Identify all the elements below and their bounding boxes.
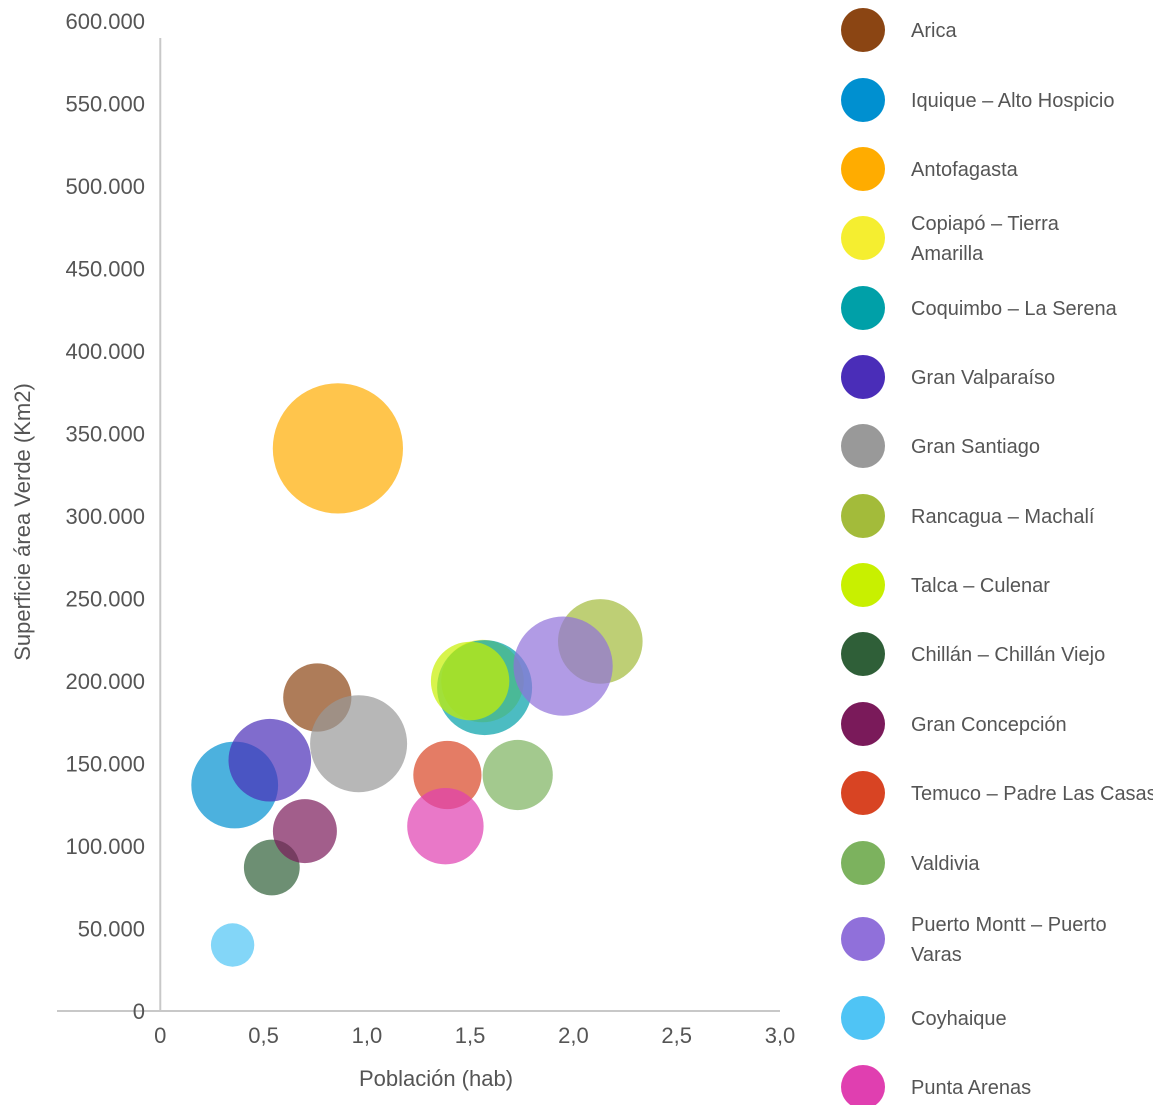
legend-swatch <box>841 632 885 676</box>
x-tick-label: 2,0 <box>558 1023 589 1048</box>
legend-label: Antofagasta <box>911 159 1019 181</box>
y-axis-title: Superficie área Verde (Km2) <box>10 383 35 661</box>
legend-item: Chillán – Chillán Viejo <box>841 632 1105 676</box>
legend-label: Coquimbo – La Serena <box>911 298 1118 320</box>
legend-swatch <box>841 996 885 1040</box>
bubble-13 <box>482 739 553 811</box>
x-tick-label: 1,5 <box>455 1023 486 1048</box>
x-ticks-layer: 0 0,5 1,0 1,5 2,0 2,5 3,0 <box>154 1023 795 1048</box>
legend-item: Coyhaique <box>841 996 1007 1040</box>
legend-label: Coyhaique <box>911 1008 1007 1030</box>
legend-label: Punta Arenas <box>911 1077 1031 1099</box>
legend-label: Arica <box>911 20 957 42</box>
bubble-7 <box>310 695 408 793</box>
y-tick-label: 600.000 <box>65 9 145 34</box>
legend-item: Iquique – Alto Hospicio <box>841 78 1114 122</box>
legend-item: Valdivia <box>841 841 980 885</box>
y-tick-label: 250.000 <box>65 587 145 612</box>
legend-label: Temuco – Padre Las Casas <box>911 783 1153 805</box>
bubble-14 <box>513 616 613 716</box>
legend-label: Puerto Montt – Puerto Varas <box>911 914 1107 966</box>
legend-item: Puerto Montt – Puerto Varas <box>841 914 1107 966</box>
legend-item: Talca – Culenar <box>841 563 1050 607</box>
legend-swatch <box>841 917 885 961</box>
y-tick-label: 300.000 <box>65 504 145 529</box>
bubble-9 <box>430 641 510 721</box>
legend-label: Talca – Culenar <box>911 575 1050 597</box>
y-tick-label: 100.000 <box>65 834 145 859</box>
legend-item: Gran Concepción <box>841 702 1067 746</box>
y-tick-label: 0 <box>133 999 145 1024</box>
legend-item: Arica <box>841 8 957 52</box>
legend-label: Chillán – Chillán Viejo <box>911 644 1105 666</box>
legend-item: Coquimbo – La Serena <box>841 286 1118 330</box>
x-tick-label: 0,5 <box>248 1023 279 1048</box>
y-tick-label: 450.000 <box>65 257 145 282</box>
y-tick-label: 150.000 <box>65 752 145 777</box>
legend-swatch <box>841 147 885 191</box>
legend-item: Gran Santiago <box>841 424 1040 468</box>
bubble-11 <box>272 799 337 864</box>
y-tick-label: 400.000 <box>65 339 145 364</box>
x-tick-label: 0 <box>154 1023 166 1048</box>
x-tick-label: 3,0 <box>765 1023 796 1048</box>
legend-item: Antofagasta <box>841 147 1019 191</box>
y-ticks-layer: 0 50.000 100.000 150.000 200.000 250.000 300.0… <box>65 9 145 1024</box>
legend-label: Gran Valparaíso <box>911 367 1055 389</box>
legend-label: Rancagua – Machalí <box>911 506 1095 528</box>
legend-swatch <box>841 841 885 885</box>
legend-swatch <box>841 702 885 746</box>
legend-swatch <box>841 286 885 330</box>
bubbles-layer <box>191 383 643 967</box>
legend: Arica Iquique – Alto Hospicio Antofagasta C… <box>841 8 1153 1109</box>
legend-label: Copiapó – Tierra Amarilla <box>911 213 1060 265</box>
x-tick-label: 2,5 <box>661 1023 692 1048</box>
legend-item: Copiapó – Tierra Amarilla <box>841 213 1060 265</box>
legend-label: Gran Santiago <box>911 436 1040 458</box>
x-axis-title: Población (hab) <box>359 1066 513 1091</box>
legend-swatch <box>841 771 885 815</box>
y-tick-label: 500.000 <box>65 174 145 199</box>
y-tick-label: 550.000 <box>65 92 145 117</box>
legend-swatch <box>841 563 885 607</box>
x-tick-label: 1,0 <box>352 1023 383 1048</box>
legend-swatch <box>841 424 885 468</box>
y-tick-label: 350.000 <box>65 422 145 447</box>
legend-label: Gran Concepción <box>911 714 1067 736</box>
y-tick-label: 200.000 <box>65 669 145 694</box>
legend-item: Rancagua – Machalí <box>841 494 1095 538</box>
y-tick-label: 50.000 <box>78 917 145 942</box>
legend-swatch <box>841 78 885 122</box>
legend-swatch <box>841 8 885 52</box>
legend-item: Gran Valparaíso <box>841 355 1055 399</box>
legend-swatch <box>841 494 885 538</box>
legend-swatch <box>841 355 885 399</box>
bubble-16 <box>407 788 484 865</box>
bubble-15 <box>210 923 255 967</box>
bubble-3 <box>272 383 403 514</box>
bubble-6 <box>228 718 312 802</box>
legend-label: Iquique – Alto Hospicio <box>911 90 1114 112</box>
legend-swatch <box>841 216 885 260</box>
legend-label: Valdivia <box>911 853 980 875</box>
legend-item: Punta Arenas <box>841 1065 1031 1109</box>
legend-swatch <box>841 1065 885 1109</box>
legend-item: Temuco – Padre Las Casas <box>841 771 1153 815</box>
